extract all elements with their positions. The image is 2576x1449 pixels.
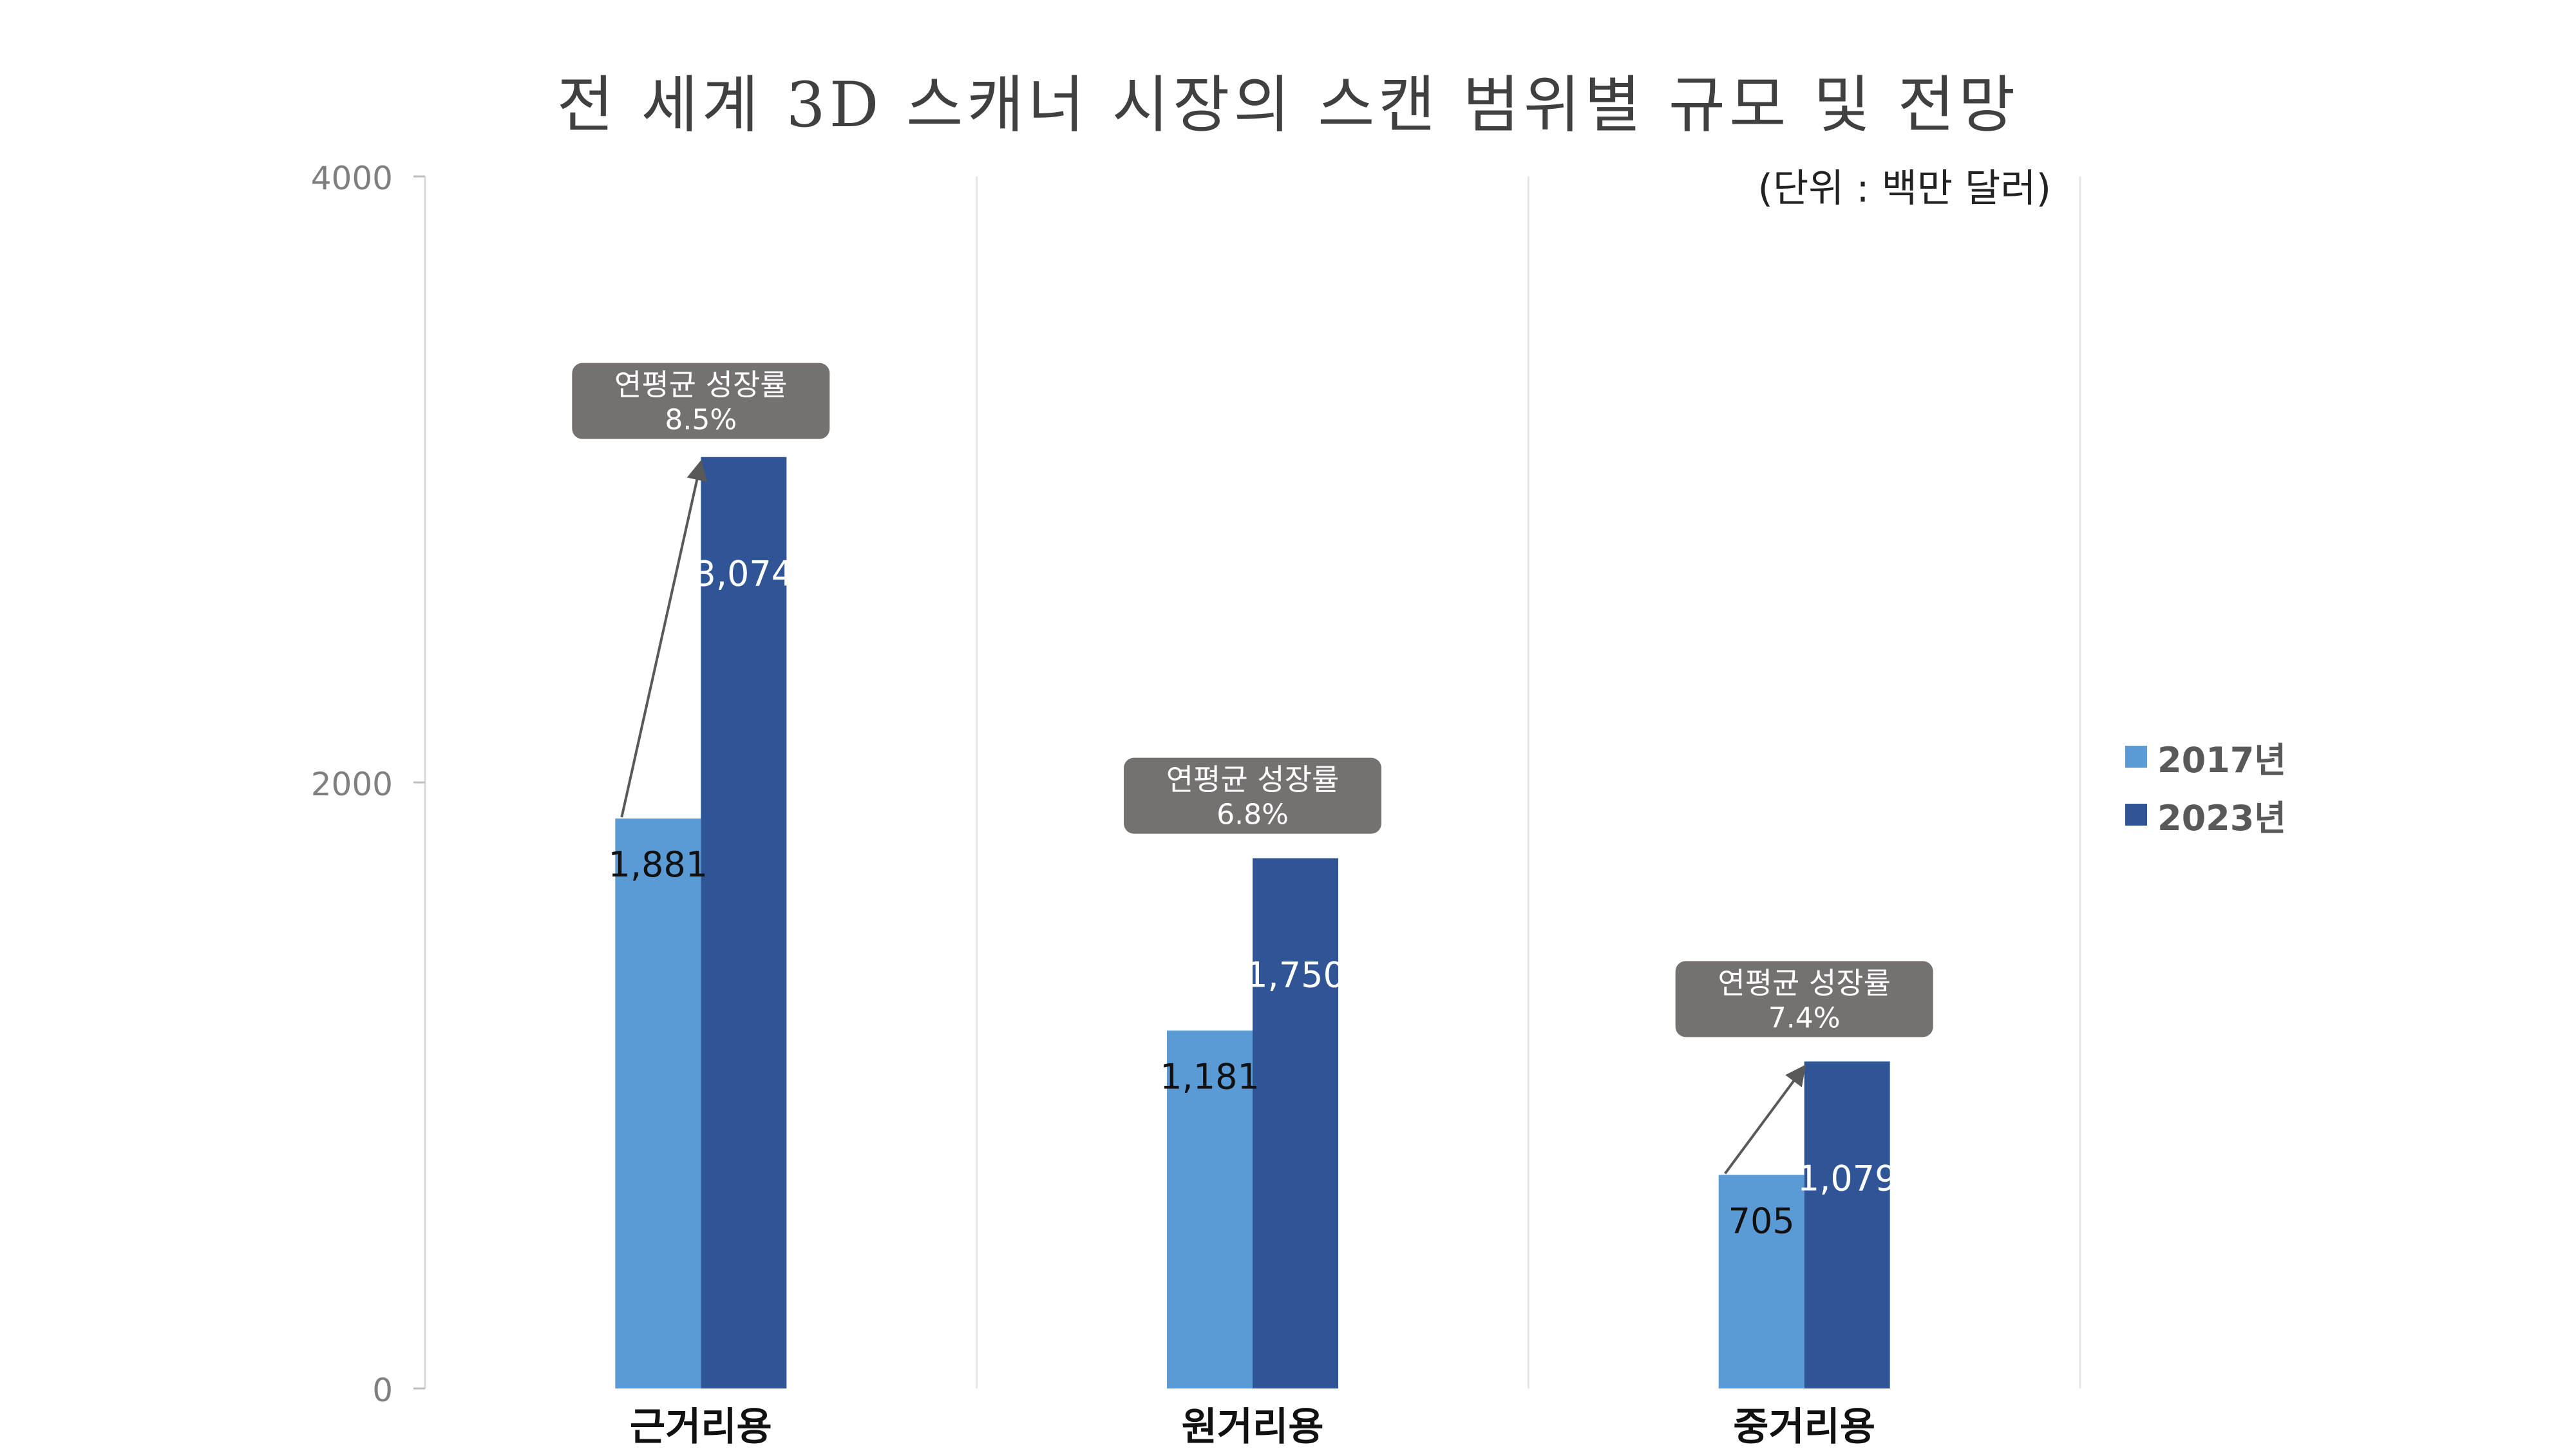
data-label: 1,181: [1160, 1056, 1260, 1097]
legend-swatch-2017: [2125, 746, 2147, 768]
bars-layer: [615, 457, 1890, 1388]
bar-2023: [1253, 858, 1338, 1388]
bar-2017: [1167, 1030, 1253, 1388]
chart-title: 전 세계 3D 스캐너 시장의 스캔 범위별 규모 및 전망: [556, 69, 2020, 141]
y-tick-label: 2000: [311, 766, 393, 803]
grid-layer: [413, 175, 2081, 1390]
x-tick-label: 원거리용: [1182, 1405, 1324, 1449]
legend-label-2017: 2017년: [2157, 739, 2286, 781]
bar-2017: [615, 818, 701, 1388]
cagr-callout-title: 연평균 성장률: [614, 368, 788, 402]
legend-item-2023: 2023년: [2125, 786, 2286, 844]
cagr-callout-value: 8.5%: [665, 404, 737, 437]
cagr-callout-value: 7.4%: [1768, 1001, 1841, 1034]
x-tick-label: 중거리용: [1733, 1405, 1875, 1449]
x-tick-label: 근거리용: [630, 1405, 772, 1449]
cagr-callout-box: [1675, 961, 1933, 1037]
bar-2023: [1804, 1061, 1890, 1388]
data-label: 1,881: [609, 844, 708, 885]
data-label: 1,079: [1797, 1158, 1897, 1198]
data-label: 1,750: [1245, 955, 1345, 996]
y-tick-label: 4000: [311, 160, 393, 197]
legend: 2017년 2023년: [2125, 728, 2286, 844]
bar-2017: [1718, 1175, 1804, 1388]
data-label: 3,074: [694, 554, 794, 594]
data-label: 705: [1728, 1200, 1795, 1241]
cagr-callout-title: 연평균 성장률: [1718, 965, 1891, 1000]
cagr-callout-value: 6.8%: [1217, 799, 1289, 831]
growth-arrow: [620, 459, 707, 818]
cagr-callout-box: [1124, 757, 1381, 834]
cagr-callout-box: [572, 363, 830, 439]
bar-2023: [701, 457, 787, 1388]
legend-swatch-2023: [2125, 804, 2147, 826]
unit-label: (단위 : 백만 달러): [1757, 166, 2051, 211]
growth-arrow: [1724, 1065, 1806, 1175]
legend-item-2017: 2017년: [2125, 728, 2286, 786]
legend-label-2023: 2023년: [2157, 797, 2286, 838]
cagr-callout-title: 연평균 성장률: [1166, 762, 1340, 797]
y-tick-label: 0: [372, 1372, 393, 1409]
